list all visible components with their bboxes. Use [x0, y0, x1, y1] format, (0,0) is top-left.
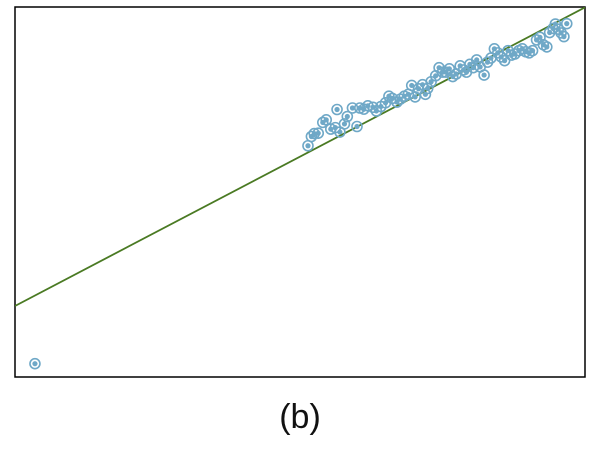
- data-point: [526, 44, 539, 57]
- data-point-dot: [474, 57, 480, 63]
- data-point: [478, 69, 490, 81]
- data-point: [341, 110, 354, 123]
- data-point-ring: [351, 120, 363, 133]
- data-point-ring: [405, 79, 418, 92]
- data-point-dot: [446, 66, 452, 72]
- data-point: [405, 79, 418, 92]
- data-point-ring: [478, 69, 490, 81]
- data-point-ring: [534, 31, 546, 44]
- data-point-ring: [367, 101, 379, 114]
- data-point: [29, 357, 41, 370]
- data-point-dot: [315, 130, 321, 136]
- data-point-dot: [529, 48, 536, 54]
- data-point-dot: [305, 143, 311, 149]
- data-point-ring: [320, 114, 333, 126]
- data-point: [498, 54, 511, 67]
- data-point: [331, 103, 343, 116]
- data-point-ring: [305, 130, 318, 143]
- data-point-dot: [561, 34, 567, 40]
- scatter-plot: [14, 6, 586, 378]
- data-point-ring: [541, 41, 553, 53]
- data-point-dot: [378, 103, 384, 110]
- data-point-ring: [391, 96, 403, 108]
- data-point: [351, 120, 363, 133]
- data-point-dot: [481, 72, 487, 78]
- data-point-dot: [409, 82, 415, 89]
- data-point-dot: [433, 73, 439, 79]
- data-point-dot: [453, 71, 459, 77]
- data-point-dot: [32, 361, 38, 367]
- data-point-ring: [470, 54, 483, 66]
- data-point-dot: [488, 55, 494, 61]
- data-point: [534, 31, 546, 44]
- data-point: [312, 127, 325, 139]
- data-point-ring: [560, 17, 573, 30]
- plot-area: [15, 7, 585, 370]
- data-point-dot: [389, 95, 395, 101]
- data-point-dot: [502, 58, 508, 64]
- data-point-ring: [421, 82, 434, 95]
- data-point-dot: [344, 113, 350, 120]
- figure-caption: (b): [279, 398, 321, 436]
- data-point-dot: [349, 105, 356, 111]
- data-point-dot: [537, 34, 543, 40]
- data-point-dot: [337, 129, 343, 135]
- data-point-ring: [526, 44, 539, 57]
- data-point-ring: [338, 118, 351, 130]
- data-point: [320, 114, 333, 126]
- data-point-ring: [412, 82, 425, 95]
- data-point-dot: [334, 106, 340, 113]
- data-point: [541, 41, 553, 53]
- data-point-ring: [312, 127, 325, 139]
- data-point-dot: [323, 117, 329, 123]
- data-point-ring: [498, 54, 511, 67]
- data-point-dot: [564, 21, 570, 27]
- data-point: [558, 30, 570, 43]
- data-point-ring: [446, 70, 459, 83]
- data-point-ring: [341, 110, 354, 123]
- data-point-ring: [331, 103, 343, 116]
- data-point-dot: [354, 123, 360, 130]
- data-point-dot: [544, 44, 550, 50]
- data-point: [560, 17, 573, 30]
- data-point-dot: [477, 64, 483, 70]
- data-point: [470, 54, 483, 66]
- data-point: [338, 118, 351, 130]
- data-point-ring: [29, 357, 41, 370]
- data-point-dot: [463, 69, 470, 75]
- plot-frame: [14, 6, 586, 378]
- data-point-ring: [316, 116, 329, 129]
- data-point-dot: [341, 121, 348, 127]
- data-point-ring: [558, 30, 570, 43]
- data-point-dot: [412, 94, 418, 100]
